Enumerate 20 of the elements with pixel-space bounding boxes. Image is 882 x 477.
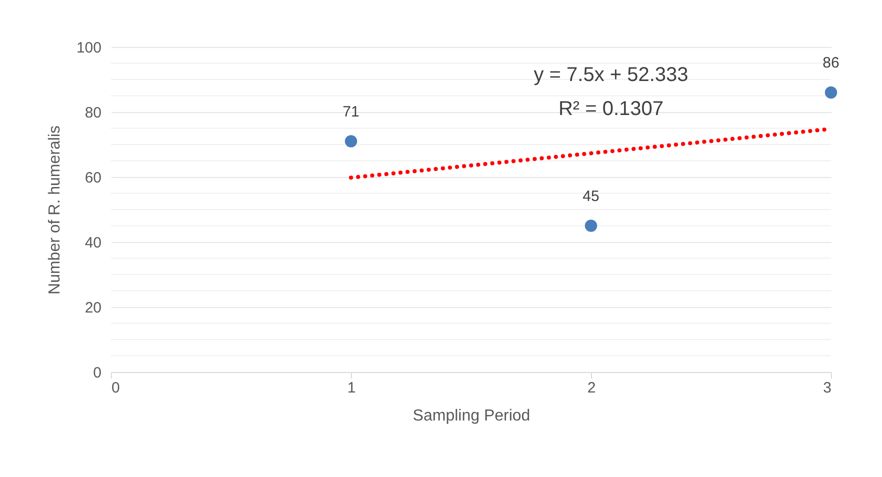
x-tick-label: 1 bbox=[347, 380, 356, 396]
data-label: 45 bbox=[582, 188, 600, 205]
x-tick-label: 2 bbox=[587, 380, 596, 396]
point bbox=[824, 86, 838, 99]
y-tick-label: 80 bbox=[84, 104, 102, 122]
point bbox=[344, 135, 358, 148]
data-label: 86 bbox=[822, 54, 840, 72]
y-tick-label: 20 bbox=[84, 300, 102, 316]
y-axis-title: Number of R. humeralis bbox=[46, 126, 64, 294]
y-tick-label: 60 bbox=[84, 170, 102, 186]
x-axis-title: Sampling Period bbox=[412, 408, 530, 424]
y-tick-label: 40 bbox=[84, 234, 102, 252]
x-tick-label: 3 bbox=[823, 380, 832, 396]
annotation: R² = 0.1307 bbox=[558, 98, 664, 120]
x-tick-label: 0 bbox=[112, 380, 120, 396]
annotation: y = 7.5x + 52.333 bbox=[534, 64, 688, 86]
y-tick-label: 100 bbox=[76, 40, 102, 56]
data-label: 71 bbox=[342, 103, 360, 120]
y-tick-label: 0 bbox=[93, 364, 102, 382]
point bbox=[584, 220, 598, 232]
